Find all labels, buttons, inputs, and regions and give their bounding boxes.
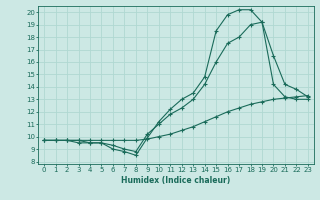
X-axis label: Humidex (Indice chaleur): Humidex (Indice chaleur) bbox=[121, 176, 231, 185]
